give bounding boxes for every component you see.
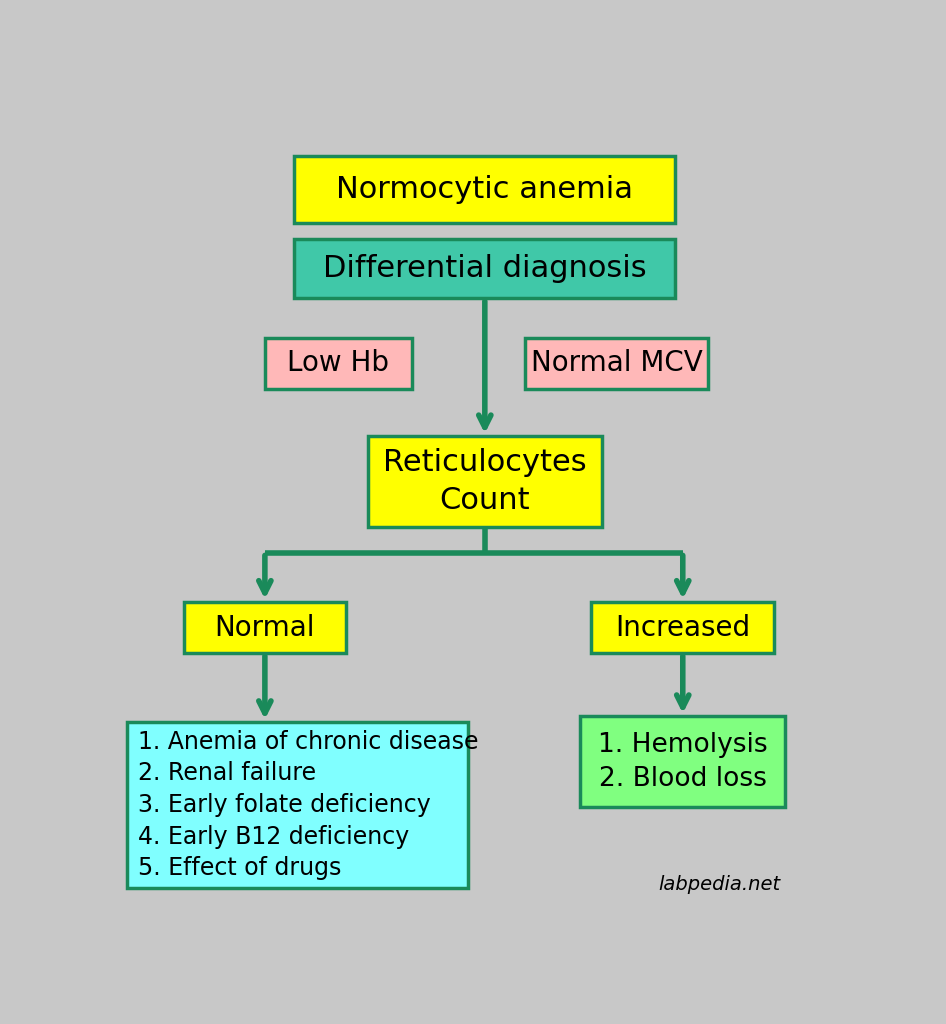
Text: 1. Hemolysis
2. Blood loss: 1. Hemolysis 2. Blood loss: [598, 731, 767, 792]
FancyBboxPatch shape: [128, 722, 468, 888]
FancyBboxPatch shape: [525, 338, 709, 389]
Text: 1. Anemia of chronic disease
2. Renal failure
3. Early folate deficiency
4. Earl: 1. Anemia of chronic disease 2. Renal fa…: [138, 730, 479, 880]
Text: Reticulocytes
Count: Reticulocytes Count: [383, 449, 587, 515]
FancyBboxPatch shape: [591, 602, 775, 653]
FancyBboxPatch shape: [294, 157, 675, 223]
FancyBboxPatch shape: [580, 716, 785, 807]
Text: Normocytic anemia: Normocytic anemia: [337, 175, 633, 205]
Text: Increased: Increased: [615, 613, 750, 641]
Text: Low Hb: Low Hb: [288, 349, 389, 378]
Text: Normal MCV: Normal MCV: [531, 349, 703, 378]
FancyBboxPatch shape: [265, 338, 412, 389]
Text: labpedia.net: labpedia.net: [658, 876, 780, 894]
FancyBboxPatch shape: [294, 240, 675, 298]
FancyBboxPatch shape: [367, 436, 602, 527]
Text: Differential diagnosis: Differential diagnosis: [323, 254, 647, 284]
FancyBboxPatch shape: [184, 602, 345, 653]
Text: Normal: Normal: [215, 613, 315, 641]
